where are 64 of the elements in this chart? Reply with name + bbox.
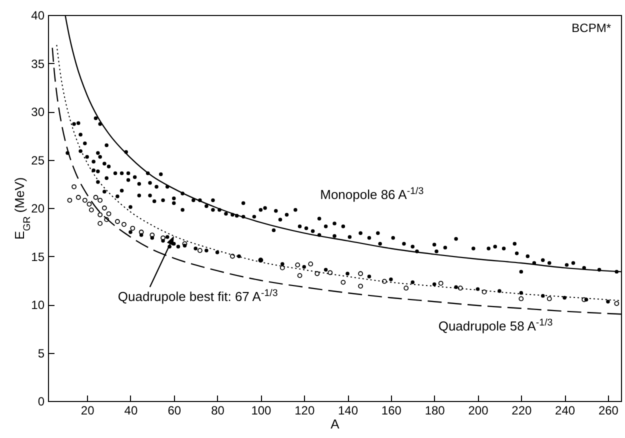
point (518, 296, 524, 302)
point (328, 270, 333, 276)
point (404, 286, 409, 291)
point (88, 207, 94, 212)
point (82, 198, 88, 203)
y-tick-label: 20 (31, 202, 45, 216)
point (438, 280, 444, 286)
series-label: Quadrupole 58 A$^{-1/3}$ (438, 317, 553, 334)
y-tick-label: 15 (31, 250, 45, 264)
point (130, 226, 136, 231)
text: Monopole 86 A$^{-1/3}$ (320, 186, 424, 202)
x-tick-label: 200 (468, 404, 489, 418)
point (98, 198, 103, 203)
annotation: BCPM* (572, 21, 612, 35)
x-tick-label: 100 (251, 404, 272, 418)
x-tick-label: 60 (168, 404, 182, 418)
point (98, 212, 103, 218)
point (358, 284, 363, 289)
y-tick-label: 5 (38, 346, 45, 360)
point (482, 290, 487, 294)
point (76, 194, 81, 200)
x-axis-title: A (330, 416, 340, 432)
point (614, 301, 620, 306)
x-tick-label: 40 (124, 404, 138, 418)
x-tick-label: 160 (381, 404, 402, 418)
y-tick-label: 0 (38, 394, 45, 408)
y-tick-label: 35 (31, 56, 45, 71)
point (115, 219, 120, 224)
point (358, 271, 363, 276)
point (382, 278, 387, 284)
point (197, 248, 202, 253)
y-tick-label: 10 (31, 298, 45, 312)
point (280, 265, 285, 270)
x-tick-label: 220 (512, 404, 532, 418)
point (230, 254, 235, 259)
point (122, 222, 126, 227)
point (104, 217, 110, 222)
x-tick-label: 180 (424, 404, 446, 418)
y-tick-label: 30 (31, 105, 45, 119)
point (458, 286, 463, 291)
x-tick-label: 20 (80, 404, 95, 418)
point (308, 262, 314, 266)
y-tick-label: 25 (31, 153, 45, 168)
point (297, 273, 302, 278)
point (93, 194, 98, 200)
annotation: Quadrupole best fit: 67 A$^{-1/3}$ (118, 287, 278, 304)
x-tick-label: 140 (338, 404, 358, 418)
point (340, 280, 346, 285)
x-tick-label: 260 (598, 404, 619, 418)
point (546, 296, 552, 302)
point (72, 184, 76, 190)
point (160, 235, 166, 240)
x-tick-label: 120 (294, 404, 315, 418)
point (67, 198, 72, 203)
x-tick-label: 80 (211, 404, 225, 418)
point (102, 206, 107, 210)
x-tick-label: 240 (555, 404, 576, 418)
point (314, 271, 320, 276)
point (86, 202, 92, 207)
y-tick-label: 40 (31, 8, 45, 22)
point (106, 211, 112, 216)
point (150, 232, 155, 238)
point (98, 220, 103, 226)
point (295, 262, 300, 268)
